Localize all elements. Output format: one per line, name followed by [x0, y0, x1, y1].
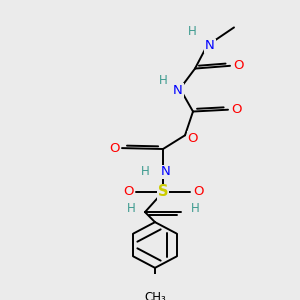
Text: O: O: [231, 103, 241, 116]
Text: H: H: [141, 165, 149, 178]
Text: O: O: [123, 185, 133, 199]
Text: H: H: [190, 202, 200, 215]
Text: N: N: [161, 165, 171, 178]
Text: N: N: [173, 84, 183, 97]
Text: CH₃: CH₃: [144, 291, 166, 300]
Text: H: H: [127, 202, 135, 215]
Text: H: H: [188, 26, 196, 38]
Text: O: O: [109, 142, 119, 154]
Text: O: O: [233, 59, 243, 72]
Text: O: O: [193, 185, 203, 199]
Text: S: S: [158, 184, 168, 200]
Text: O: O: [188, 131, 198, 145]
Text: H: H: [159, 74, 167, 87]
Text: N: N: [205, 39, 215, 52]
